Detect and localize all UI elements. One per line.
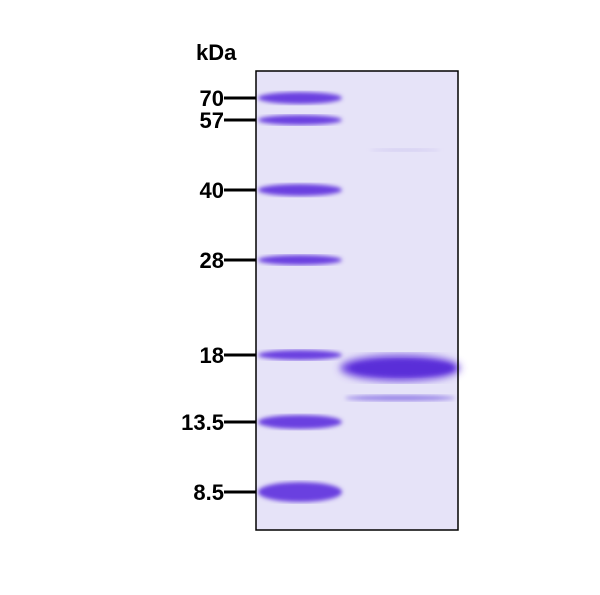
marker-label-13.5: 13.5 bbox=[181, 410, 224, 435]
marker-label-18: 18 bbox=[200, 343, 224, 368]
sample-main-band-core bbox=[350, 360, 454, 376]
ladder-band-8.5 bbox=[258, 482, 342, 502]
marker-label-57: 57 bbox=[200, 108, 224, 133]
marker-label-70: 70 bbox=[200, 86, 224, 111]
ladder-band-28 bbox=[258, 255, 342, 265]
ladder-band-70 bbox=[258, 92, 342, 104]
gel-border bbox=[255, 70, 459, 531]
ladder-band-57 bbox=[258, 115, 342, 125]
marker-label-40: 40 bbox=[200, 178, 224, 203]
ladder-lane bbox=[258, 92, 342, 502]
marker-label-28: 28 bbox=[200, 248, 224, 273]
unit-label: kDa bbox=[196, 40, 237, 65]
gel-background bbox=[256, 71, 458, 530]
sample-faint-band bbox=[370, 148, 440, 152]
sample-minor-band bbox=[345, 395, 455, 401]
ladder-band-40 bbox=[258, 184, 342, 196]
marker-label-8.5: 8.5 bbox=[193, 480, 224, 505]
ladder-band-13.5 bbox=[258, 415, 342, 429]
sample-lane bbox=[340, 148, 460, 401]
ladder-band-18 bbox=[258, 350, 342, 360]
